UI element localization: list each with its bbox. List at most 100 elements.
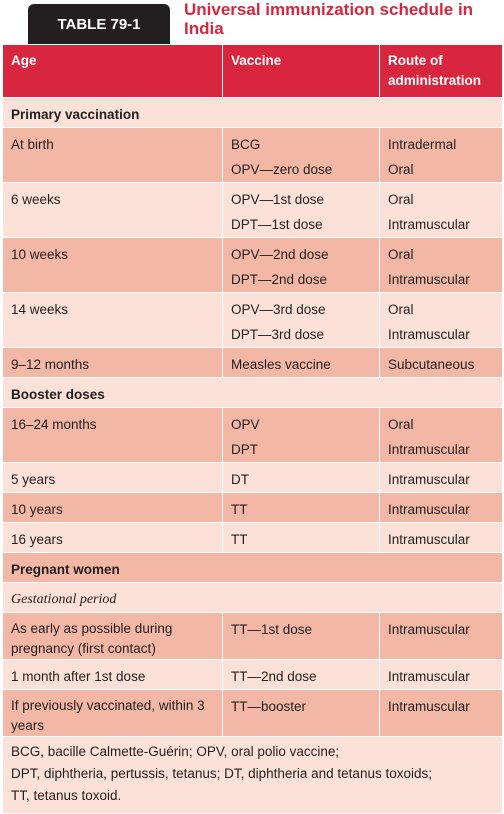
vaccine-entry: TT — [231, 532, 248, 547]
table-row: 10 years TT Intramuscular — [2, 492, 503, 523]
vaccine-entry: OPV — [231, 417, 260, 432]
footnote-line: BCG, bacille Calmette-Guérin; OPV, oral … — [11, 744, 340, 759]
table-row: Booster doses — [2, 377, 503, 408]
route-entry: Oral — [388, 192, 414, 207]
table-label: TABLE 79-1 — [28, 4, 170, 44]
age-cell: As early as possible during pregnancy (f… — [2, 612, 223, 660]
age-cell: 10 years — [2, 492, 223, 523]
route-entry: Intramuscular — [388, 472, 470, 487]
table-row: 10 weeks OPV—2nd dose DPT—2nd dose Oral Intr… — [2, 237, 503, 293]
vaccine-entry: OPV—1st dose — [231, 192, 325, 207]
table-row: 6 weeks OPV—1st dose DPT—1st dose Oral Intra… — [2, 182, 503, 238]
column-header: Age — [2, 44, 223, 98]
route-cell: Intramuscular — [379, 689, 503, 737]
schedule-table: Age Vaccine Route of administration Primar… — [2, 44, 503, 814]
route-entry: Subcutaneous — [388, 357, 475, 372]
column-header: Route of administration — [379, 44, 503, 98]
route-entry: Intramuscular — [388, 699, 470, 714]
route-cell: Subcutaneous — [379, 347, 503, 378]
route-entry: Intramuscular — [388, 442, 470, 457]
table-row: 14 weeks OPV—3rd dose DPT—3rd dose Oral Intr… — [2, 292, 503, 348]
age-cell: 14 weeks — [2, 292, 223, 348]
vaccine-cell: OPV—2nd dose DPT—2nd dose — [222, 237, 380, 293]
header-row: Age Vaccine Route of administration — [2, 44, 503, 98]
vaccine-cell: TT — [222, 522, 380, 553]
vaccine-entry: BCG — [231, 137, 261, 152]
route-cell: Oral Intramuscular — [379, 292, 503, 348]
vaccine-entry: OPV—3rd dose — [231, 302, 326, 317]
footnote-line: DPT, diphtheria, pertussis, tetanus; DT,… — [11, 766, 432, 781]
route-cell: Intramuscular — [379, 612, 503, 660]
section-heading: Pregnant women — [2, 552, 503, 583]
vaccine-entry: TT — [231, 502, 248, 517]
route-cell: Oral Intramuscular — [379, 407, 503, 463]
vaccine-cell: OPV DPT — [222, 407, 380, 463]
vaccine-entry: TT—booster — [231, 699, 307, 714]
section-heading: Booster doses — [2, 377, 503, 408]
vaccine-entry: DT — [231, 472, 249, 487]
vaccine-entry: DPT—2nd dose — [231, 272, 328, 287]
vaccine-entry: DPT — [231, 442, 258, 457]
age-cell: 10 weeks — [2, 237, 223, 293]
table-row: As early as possible during pregnancy (f… — [2, 612, 503, 660]
vaccine-cell: OPV—3rd dose DPT—3rd dose — [222, 292, 380, 348]
footnote: BCG, bacille Calmette-Guérin; OPV, oral … — [2, 736, 503, 814]
route-entry: Intramuscular — [388, 327, 470, 342]
route-cell: Intramuscular — [379, 492, 503, 523]
age-cell: 6 weeks — [2, 182, 223, 238]
table-row: 16 years TT Intramuscular — [2, 522, 503, 553]
route-entry: Oral — [388, 302, 414, 317]
section-heading: Primary vaccination — [2, 97, 503, 128]
route-entry: Intramuscular — [388, 217, 470, 232]
age-cell: If previously vaccinated, within 3 years — [2, 689, 223, 737]
route-entry: Oral — [388, 417, 414, 432]
footnote-row: BCG, bacille Calmette-Guérin; OPV, oral … — [2, 736, 503, 814]
route-cell: Oral Intramuscular — [379, 182, 503, 238]
column-header: Vaccine — [222, 44, 380, 98]
route-entry: Intramuscular — [388, 272, 470, 287]
route-entry: Intradermal — [388, 137, 457, 152]
table-row: If previously vaccinated, within 3 years… — [2, 689, 503, 737]
vaccine-cell: BCG OPV—zero dose — [222, 127, 380, 183]
vaccine-entry: TT—2nd dose — [231, 669, 317, 684]
route-entry: Oral — [388, 247, 414, 262]
vaccine-cell: TT—booster — [222, 689, 380, 737]
route-cell: Intramuscular — [379, 462, 503, 493]
table-row: 5 years DT Intramuscular — [2, 462, 503, 493]
footnote-line: TT, tetanus toxoid. — [11, 788, 122, 803]
age-cell: At birth — [2, 127, 223, 183]
table-title: Universal immunization schedule in India — [184, 0, 474, 38]
table-row: 16–24 months OPV DPT Oral Intramuscular — [2, 407, 503, 463]
vaccine-cell: TT—2nd dose — [222, 659, 380, 690]
route-cell: Intramuscular — [379, 522, 503, 553]
route-cell: Intradermal Oral — [379, 127, 503, 183]
age-cell: 1 month after 1st dose — [2, 659, 223, 690]
table-row: Gestational period — [2, 582, 503, 613]
route-cell: Intramuscular — [379, 659, 503, 690]
table-body: Primary vaccination At birth BCG OPV—zero d… — [2, 97, 503, 814]
route-entry: Intramuscular — [388, 622, 470, 637]
vaccine-entry: DPT—1st dose — [231, 217, 323, 232]
subsection-heading: Gestational period — [2, 582, 503, 613]
vaccine-cell: TT—1st dose — [222, 612, 380, 660]
vaccine-entry: OPV—2nd dose — [231, 247, 329, 262]
vaccine-cell: OPV—1st dose DPT—1st dose — [222, 182, 380, 238]
age-cell: 9–12 months — [2, 347, 223, 378]
vaccine-entry: Measles vaccine — [231, 357, 331, 372]
table-row: 1 month after 1st dose TT—2nd dose Intramu… — [2, 659, 503, 690]
vaccine-cell: Measles vaccine — [222, 347, 380, 378]
table-row: At birth BCG OPV—zero dose Intradermal Oral — [2, 127, 503, 183]
vaccine-entry: DPT—3rd dose — [231, 327, 325, 342]
vaccine-entry: OPV—zero dose — [231, 162, 333, 177]
vaccine-entry: TT—1st dose — [231, 622, 313, 637]
route-entry: Intramuscular — [388, 669, 470, 684]
route-entry: Oral — [388, 162, 414, 177]
age-cell: 16 years — [2, 522, 223, 553]
age-cell: 5 years — [2, 462, 223, 493]
table-row: 9–12 months Measles vaccine Subcutaneous — [2, 347, 503, 378]
table-row: Pregnant women — [2, 552, 503, 583]
vaccine-cell: DT — [222, 462, 380, 493]
route-entry: Intramuscular — [388, 502, 470, 517]
age-cell: 16–24 months — [2, 407, 223, 463]
